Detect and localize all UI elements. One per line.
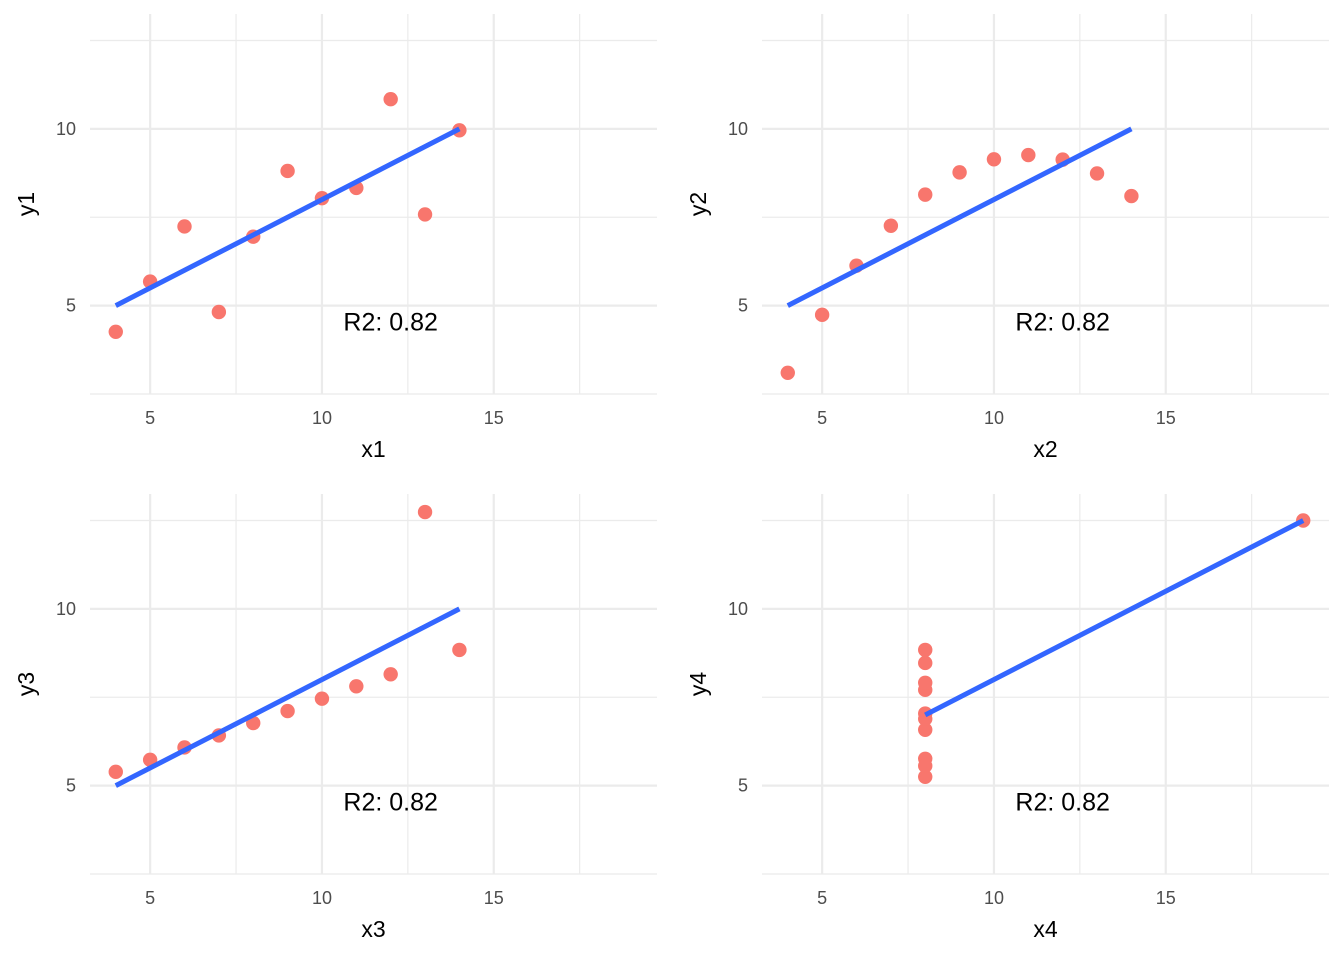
data-point [918,769,933,784]
data-point [1124,188,1139,204]
x-tick-label: 10 [984,888,1004,908]
data-point [986,152,1002,167]
x-tick-label: 15 [1156,408,1176,428]
panel-4: 5 10 15 5 10 x4 y4 R2: 0.82 [685,494,1329,942]
data-point [1089,166,1105,181]
data-point [814,307,830,323]
x-tick-label: 15 [1156,888,1176,908]
x-tick-label: 10 [984,408,1004,428]
data-point [280,163,295,179]
data-point [383,91,398,107]
data-points [108,504,467,780]
data-point [918,675,933,690]
x-axis-title: x1 [361,436,385,462]
panel-1: 5 10 15 5 10 x1 y1 R2: 0.82 [13,14,657,462]
x-tick-label: 5 [145,408,155,428]
y-axis-title: y1 [13,192,39,216]
data-point [918,187,933,202]
data-points [780,147,1139,380]
x-tick-label: 5 [817,888,827,908]
y-tick-label: 5 [738,776,748,796]
y-tick-label: 10 [56,119,76,139]
r2-annotation: R2: 0.82 [1015,788,1110,816]
x-tick-label: 10 [312,408,332,428]
panel-3: 5 10 15 5 10 x3 y3 R2: 0.82 [13,494,657,942]
data-point [952,165,967,180]
r2-annotation: R2: 0.82 [343,308,438,336]
data-point [417,504,433,520]
x-tick-label: 15 [484,408,504,428]
grid [90,494,657,875]
y-axis-title: y3 [13,672,39,696]
data-point [918,758,933,774]
data-point [211,304,227,320]
data-point [918,655,933,671]
data-point [314,691,330,706]
regression-line [924,518,1305,718]
data-point [177,219,192,234]
panel-2: 5 10 15 5 10 x2 y2 R2: 0.82 [685,14,1329,462]
x-axis-title: x4 [1033,916,1058,942]
x-axis-title: x2 [1033,436,1057,462]
data-point [452,642,467,658]
y-tick-label: 10 [728,119,748,139]
x-tick-label: 10 [312,888,332,908]
x-tick-label: 5 [145,888,155,908]
grid [762,14,1329,395]
data-point [108,764,123,780]
data-point [383,667,398,682]
regression-line [114,126,461,308]
data-point [280,703,295,719]
data-point [1021,147,1036,163]
grid [90,14,657,395]
data-point [780,365,795,380]
y-tick-label: 5 [738,296,748,316]
x-tick-label: 15 [484,888,504,908]
data-point [349,679,364,694]
y-axis-title: y2 [685,192,711,216]
x-tick-label: 5 [817,408,827,428]
data-point [918,722,933,737]
regression-line [114,606,461,788]
data-point [108,324,123,339]
y-axis-title: y4 [685,672,711,697]
y-tick-label: 10 [56,599,76,619]
data-point [883,218,899,233]
r2-annotation: R2: 0.82 [1015,308,1110,336]
data-point [918,642,933,658]
regression-line [786,126,1133,308]
y-tick-label: 10 [728,599,748,619]
y-tick-label: 5 [66,296,76,316]
x-axis-title: x3 [361,916,385,942]
y-tick-label: 5 [66,776,76,796]
grid [762,494,1329,875]
r2-annotation: R2: 0.82 [343,788,438,816]
data-point [417,207,433,222]
